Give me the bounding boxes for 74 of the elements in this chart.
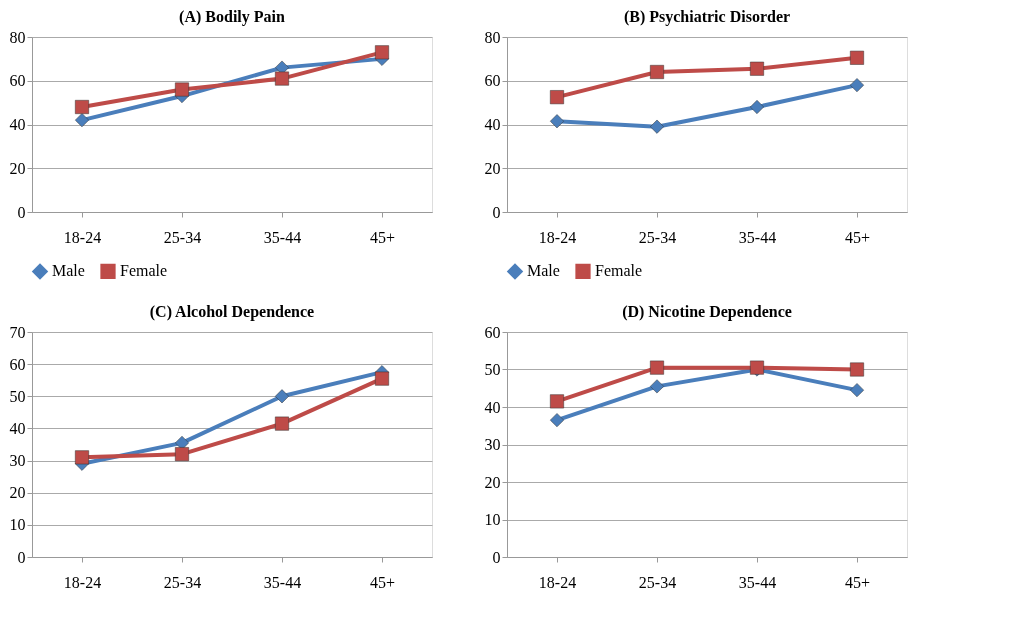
x-tick-label: 35-44 bbox=[738, 228, 777, 246]
x-tick-label: 35-44 bbox=[263, 228, 302, 246]
point bbox=[175, 447, 189, 462]
chart-title: (C) Alcohol Dependence bbox=[149, 303, 315, 321]
point bbox=[75, 450, 89, 465]
chart-title: (D) Nicotine Dependence bbox=[622, 303, 792, 321]
point bbox=[650, 379, 664, 394]
y-tick-label: 0 bbox=[492, 548, 501, 566]
point bbox=[175, 435, 189, 450]
x-tick-label: 35-44 bbox=[263, 573, 302, 591]
x-tick-label: 18-24 bbox=[63, 573, 102, 591]
point bbox=[550, 114, 564, 129]
y-tick-label: 0 bbox=[492, 203, 501, 221]
y-tick-label: 10 bbox=[9, 516, 26, 534]
point bbox=[850, 383, 864, 398]
y-tick-label: 20 bbox=[484, 473, 501, 491]
y-tick-label: 80 bbox=[484, 28, 501, 46]
x-tick-label: 45+ bbox=[844, 573, 871, 591]
point bbox=[750, 100, 764, 114]
y-tick-label: 0 bbox=[17, 203, 26, 221]
point bbox=[550, 394, 564, 409]
x-tick-label: 45+ bbox=[369, 573, 396, 591]
x-tick-label: 35-44 bbox=[738, 573, 777, 591]
point bbox=[75, 113, 89, 128]
x-tick-label: 25-34 bbox=[163, 573, 202, 591]
x-tick-label: 25-34 bbox=[638, 228, 677, 246]
x-tick-label: 25-34 bbox=[638, 573, 677, 591]
chart-title: (B) Psychiatric Disorder bbox=[623, 8, 791, 26]
x-tick-label: 18-24 bbox=[538, 228, 577, 246]
y-tick-label: 40 bbox=[9, 419, 26, 437]
legend-label: Male bbox=[527, 262, 560, 280]
point bbox=[650, 119, 664, 134]
point bbox=[850, 78, 864, 93]
chart-title: (A) Bodily Pain bbox=[179, 8, 285, 26]
point bbox=[75, 100, 89, 114]
y-tick-label: 60 bbox=[484, 72, 501, 90]
y-tick-label: 40 bbox=[484, 116, 501, 133]
point bbox=[650, 360, 664, 375]
y-tick-label: 40 bbox=[484, 398, 501, 416]
y-tick-label: 60 bbox=[9, 355, 26, 373]
x-tick-label: 45+ bbox=[844, 228, 871, 246]
point bbox=[850, 362, 864, 377]
y-tick-label: 20 bbox=[484, 159, 501, 177]
y-tick-label: 50 bbox=[9, 387, 26, 405]
point bbox=[175, 82, 189, 97]
point bbox=[375, 371, 389, 386]
point bbox=[550, 90, 564, 105]
point bbox=[650, 65, 664, 79]
point bbox=[850, 50, 864, 65]
y-tick-label: 60 bbox=[484, 323, 501, 341]
y-tick-label: 20 bbox=[9, 159, 26, 177]
legend-label: Female bbox=[595, 262, 643, 280]
y-tick-label: 50 bbox=[484, 361, 501, 378]
y-tick-label: 30 bbox=[484, 436, 501, 453]
y-tick-label: 30 bbox=[9, 452, 26, 470]
point bbox=[275, 416, 289, 431]
y-tick-label: 80 bbox=[9, 28, 26, 46]
point bbox=[275, 71, 289, 86]
point bbox=[750, 61, 764, 76]
y-tick-label: 70 bbox=[9, 323, 26, 341]
point bbox=[275, 389, 289, 404]
point bbox=[550, 413, 564, 428]
x-tick-label: 18-24 bbox=[63, 228, 102, 246]
x-tick-label: 25-34 bbox=[163, 228, 202, 246]
x-tick-label: 45+ bbox=[369, 228, 396, 246]
y-tick-label: 40 bbox=[9, 116, 26, 133]
y-tick-label: 60 bbox=[9, 72, 26, 90]
y-tick-label: 0 bbox=[17, 548, 26, 566]
y-tick-label: 10 bbox=[484, 511, 501, 528]
y-tick-label: 20 bbox=[9, 484, 26, 502]
legend-label: Male bbox=[52, 262, 85, 280]
legend-label: Female bbox=[120, 262, 168, 280]
x-tick-label: 18-24 bbox=[538, 573, 577, 591]
point bbox=[375, 45, 389, 60]
